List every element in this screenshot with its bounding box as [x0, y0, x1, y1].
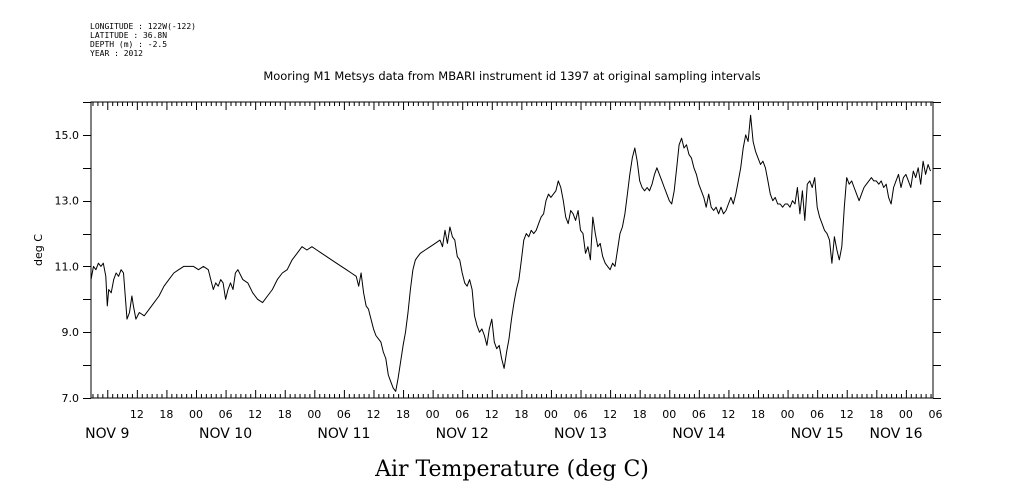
x-tick-label: 18 [751, 408, 765, 421]
date-label: NOV 15 [791, 426, 844, 442]
plot-axes [90, 101, 934, 399]
x-tick-label: 18 [278, 408, 292, 421]
x-tick-label: 12 [485, 408, 499, 421]
date-label: NOV 9 [85, 426, 129, 442]
x-tick-label: 06 [810, 408, 824, 421]
date-label: NOV 12 [436, 426, 489, 442]
x-tick-label: 00 [544, 408, 558, 421]
axis-ticks [83, 102, 941, 399]
x-tick-label: 00 [899, 408, 913, 421]
air-temperature-line [90, 114, 931, 392]
x-tick-label: 06 [928, 408, 942, 421]
x-tick-label: 06 [574, 408, 588, 421]
x-tick-label: 12 [840, 408, 854, 421]
y-tick-label: 7.0 [62, 392, 80, 405]
x-tick-label: 06 [219, 408, 233, 421]
year-label: YEAR : 2012 [90, 49, 143, 58]
depth-label: DEPTH (m) : -2.5 [90, 40, 168, 49]
x-tick-label: 06 [337, 408, 351, 421]
y-tick-label: 15.0 [55, 129, 80, 142]
latitude-label: LATITUDE : 36.8N [90, 31, 168, 40]
date-label: NOV 14 [672, 426, 725, 442]
longitude-label: LONGITUDE : 122W(-122) [90, 22, 196, 31]
x-tick-label: 18 [159, 408, 173, 421]
x-tick-label: 00 [781, 408, 795, 421]
plot-frame [90, 101, 934, 399]
y-axis-label: deg C [32, 234, 45, 266]
x-axis-label: Air Temperature (deg C) [374, 457, 649, 482]
date-label: NOV 16 [869, 426, 922, 442]
x-tick-label: 12 [366, 408, 380, 421]
series-group [90, 114, 931, 392]
tick-labels: 7.0 9.0 11.0 13.0 15.0 12 18 00 06 12 18 00 06 12 18 00… [55, 129, 943, 442]
x-tick-label: 00 [662, 408, 676, 421]
x-tick-label: 12 [130, 408, 144, 421]
date-label: NOV 11 [317, 426, 370, 442]
y-tick-label: 13.0 [55, 195, 80, 208]
y-tick-label: 9.0 [62, 326, 80, 339]
x-tick-label: 12 [248, 408, 262, 421]
x-tick-label: 12 [603, 408, 617, 421]
date-label: NOV 13 [554, 426, 607, 442]
x-tick-label: 06 [455, 408, 469, 421]
date-label: NOV 10 [199, 426, 252, 442]
x-tick-label: 18 [396, 408, 410, 421]
x-tick-label: 00 [307, 408, 321, 421]
metadata-block: LONGITUDE : 122W(-122) LATITUDE : 36.8N … [90, 22, 196, 58]
x-tick-label: 06 [692, 408, 706, 421]
x-axis-ticks [92, 102, 932, 398]
x-tick-label: 18 [633, 408, 647, 421]
x-tick-label: 00 [189, 408, 203, 421]
x-tick-label: 18 [514, 408, 528, 421]
x-tick-label: 00 [426, 408, 440, 421]
y-tick-label: 11.0 [55, 260, 80, 273]
y-axis-ticks [83, 102, 941, 399]
x-tick-label: 12 [721, 408, 735, 421]
chart-title: Mooring M1 Metsys data from MBARI instru… [263, 69, 760, 83]
x-tick-label: 18 [869, 408, 883, 421]
